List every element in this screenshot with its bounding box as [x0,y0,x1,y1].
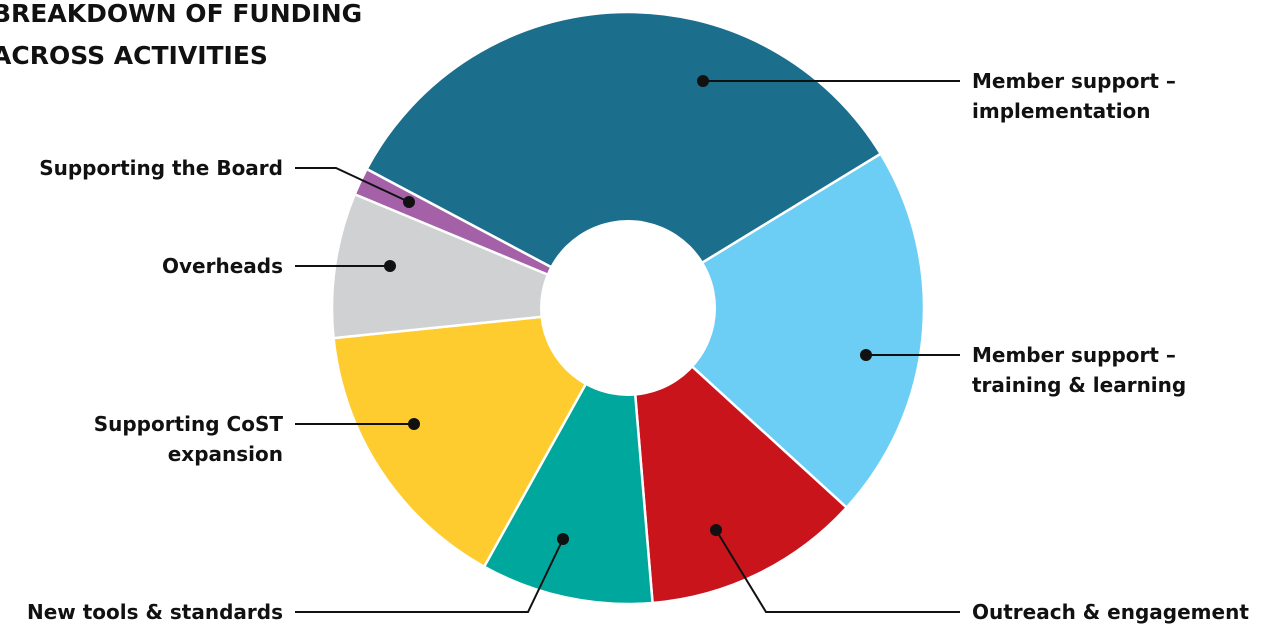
chart-title: BREAKDOWN OF FUNDING ACROSS ACTIVITIES [0,0,362,70]
label-outreach-line-1: Outreach & engagement [972,600,1249,624]
chart-title-line-1: BREAKDOWN OF FUNDING [0,0,362,28]
callout-dot-implementation [697,75,709,87]
callout-dot-tools [557,533,569,545]
callout-dot-expansion [408,418,420,430]
label-training-line-1: Member support – [972,343,1176,367]
label-implementation-line-1: Member support – [972,69,1176,93]
donut-hole [540,220,716,396]
slice-outreach [626,306,848,605]
leader-line-outreach [715,529,960,613]
slice-implementation [365,10,882,310]
chart-title-line-2: ACROSS ACTIVITIES [0,41,268,70]
callout-dot-overheads [384,260,396,272]
label-overheads-line-1: Overheads [162,254,283,278]
callout-dot-outreach [710,524,722,536]
callout-dot-training [860,349,872,361]
label-implementation-line-2: implementation [972,99,1151,123]
slice-labels: Member support – implementation Member sup… [27,69,1249,624]
leader-line-board [295,167,410,203]
label-board-line-1: Supporting the Board [39,156,283,180]
callout-dot-board [403,196,415,208]
slice-expansion [332,306,630,568]
label-expansion-line-2: expansion [168,442,283,466]
slice-training [626,152,926,509]
leader-line-tools [295,538,564,613]
label-expansion-line-1: Supporting CoST [94,412,284,436]
label-training-line-2: training & learning [972,373,1186,397]
leader-lines [295,75,960,613]
label-tools-line-1: New tools & standards [27,600,283,624]
